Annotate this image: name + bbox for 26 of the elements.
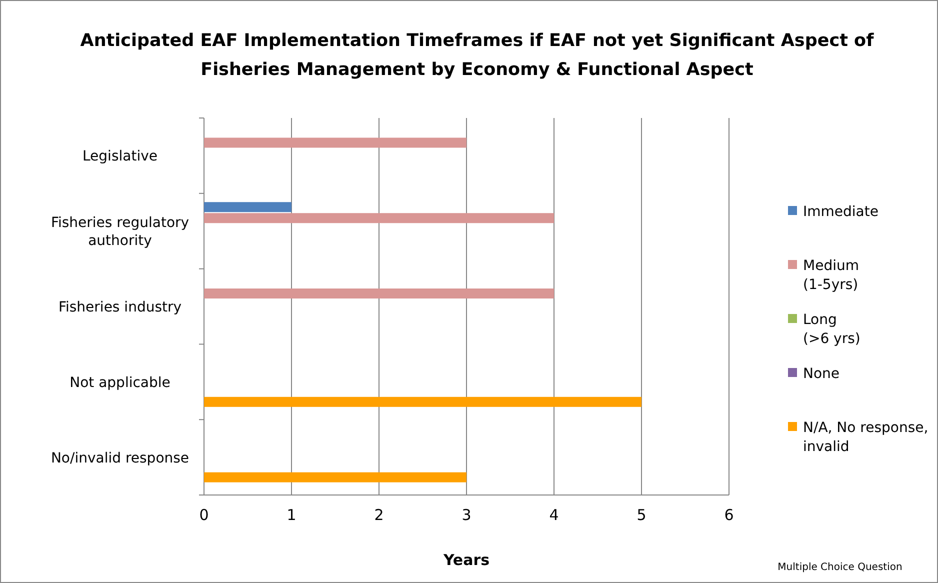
legend-label: Long (>6 yrs) [803,312,860,347]
legend-label: Medium (1-5yrs) [803,258,859,293]
bar [204,396,642,407]
x-tick-label: 4 [549,506,559,524]
chart-title: Anticipated EAF Implementation Timeframes if EAF not yet Significant Aspect of Fisheries Management by Economy & Functional Aspect [80,31,874,80]
y-tick-label: Not applicable [70,374,170,391]
x-tick-label: 6 [724,506,734,524]
legend-label: None [803,366,840,382]
y-tick-label: Fisheries industry [58,300,182,316]
bar [204,288,554,298]
x-tick-label: 2 [374,506,384,524]
x-axis-title: Years [442,551,490,569]
x-tick-label: 1 [286,506,296,524]
bar [204,138,466,148]
x-tick-label: 3 [462,506,472,524]
text: Multiple Choice Question [778,562,902,573]
x-tick-label: 0 [199,506,209,524]
legend-label: N/A, No response, invalid [803,420,928,455]
y-tick-label: No/invalid response [50,450,190,466]
bar [204,202,292,212]
x-tick-label: 5 [636,506,646,524]
bar [204,472,466,482]
y-tick-label: Legislative [82,148,158,165]
y-tick-label: Fisheries regulatory authority [50,215,190,250]
legend-label: Immediate [803,204,878,220]
bar [204,213,554,224]
